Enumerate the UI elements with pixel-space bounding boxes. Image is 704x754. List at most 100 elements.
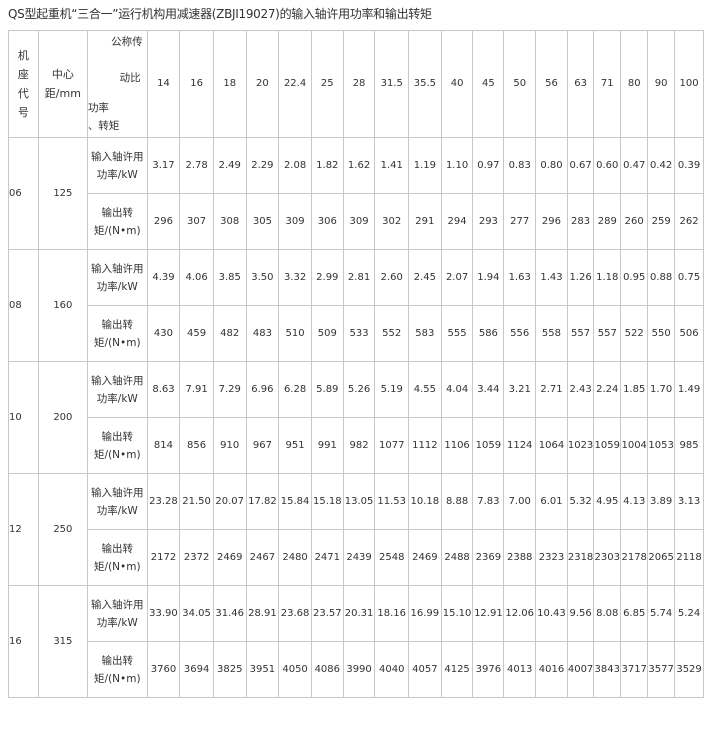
power-value: 8.08 — [593, 585, 622, 642]
power-value: 21.50 — [179, 473, 214, 530]
torque-value: 1064 — [535, 417, 568, 474]
power-row: 12 250 输入轴许用功率/kW 23.28 21.50 20.07 17.82 15.84… — [8, 473, 704, 586]
torque-value: 430 — [146, 305, 181, 362]
torque-value: 982 — [342, 417, 376, 474]
torque-value: 951 — [278, 417, 312, 474]
power-value: 1.19 — [408, 137, 442, 194]
power-label: 输入轴许用功率/kW — [86, 473, 148, 530]
power-value: 4.55 — [408, 361, 442, 418]
torque-label: 输出转矩/(N•m) — [86, 305, 148, 362]
torque-value: 3951 — [245, 641, 280, 698]
torque-value: 2548 — [374, 529, 410, 586]
torque-label: 输出转矩/(N•m) — [86, 529, 148, 586]
torque-value: 2323 — [535, 529, 568, 586]
power-value: 3.32 — [278, 249, 312, 306]
header-row: 机座代号 中心距/mm 公称传 动比 功率 、转矩 14 16 18 20 22.4 25 2… — [8, 30, 704, 138]
torque-row: 输出转矩/(N•m) 814 856 910 967 951 991 982 1077 1112 1… — [9, 417, 704, 474]
torque-value: 522 — [620, 305, 649, 362]
power-value: 6.28 — [278, 361, 312, 418]
torque-value: 510 — [278, 305, 312, 362]
power-value: 3.85 — [212, 249, 247, 306]
power-value: 1.41 — [374, 137, 410, 194]
power-value: 0.67 — [566, 137, 595, 194]
torque-value: 2372 — [179, 529, 214, 586]
power-value: 15.10 — [440, 585, 474, 642]
power-value: 5.32 — [566, 473, 595, 530]
torque-value: 4050 — [278, 641, 312, 698]
seat-code-cell: 12 — [8, 473, 39, 586]
power-value: 13.05 — [342, 473, 376, 530]
power-value: 23.57 — [310, 585, 344, 642]
torque-value: 814 — [146, 417, 181, 474]
torque-value: 586 — [472, 305, 505, 362]
power-value: 2.71 — [535, 361, 568, 418]
header-ratio: 35.5 — [408, 30, 442, 138]
torque-value: 2065 — [647, 529, 676, 586]
power-value: 1.10 — [440, 137, 474, 194]
torque-value: 4040 — [374, 641, 410, 698]
torque-value: 557 — [593, 305, 622, 362]
torque-value: 2471 — [310, 529, 344, 586]
torque-value: 1106 — [440, 417, 474, 474]
torque-value: 3976 — [472, 641, 505, 698]
header-center-distance: 中心距/mm — [37, 30, 88, 138]
torque-value: 3760 — [146, 641, 181, 698]
center-distance-cell: 250 — [37, 473, 88, 586]
power-value: 12.91 — [472, 585, 505, 642]
power-value: 7.83 — [472, 473, 505, 530]
power-value: 1.82 — [310, 137, 344, 194]
center-distance-cell: 160 — [37, 249, 88, 362]
torque-value: 4007 — [566, 641, 595, 698]
power-value: 0.83 — [503, 137, 537, 194]
power-value: 3.17 — [146, 137, 181, 194]
power-value: 1.43 — [535, 249, 568, 306]
power-value: 4.95 — [593, 473, 622, 530]
torque-value: 2467 — [245, 529, 280, 586]
torque-row: 输出转矩/(N•m) 3760 3694 3825 3951 4050 4086 3990 40… — [9, 641, 704, 698]
power-value: 2.07 — [440, 249, 474, 306]
torque-value: 262 — [674, 193, 704, 250]
power-value: 2.24 — [593, 361, 622, 418]
power-value: 11.53 — [374, 473, 410, 530]
power-value: 2.81 — [342, 249, 376, 306]
power-value: 6.01 — [535, 473, 568, 530]
torque-row: 输出转矩/(N•m) 2172 2372 2469 2467 2480 2471 2439 25… — [9, 529, 704, 586]
torque-value: 985 — [674, 417, 704, 474]
power-row: 06 125 输入轴许用功率/kW 3.17 2.78 2.49 2.29 2.08 1.82 1… — [8, 137, 704, 250]
torque-value: 4016 — [535, 641, 568, 698]
torque-value: 558 — [535, 305, 568, 362]
torque-value: 967 — [245, 417, 280, 474]
power-value: 6.85 — [620, 585, 649, 642]
power-value: 3.13 — [674, 473, 704, 530]
center-distance-cell: 200 — [37, 361, 88, 474]
corner-ratio-label-2: 动比 — [119, 72, 141, 84]
power-value: 1.63 — [503, 249, 537, 306]
power-value: 1.49 — [674, 361, 704, 418]
torque-value: 309 — [342, 193, 376, 250]
torque-value: 289 — [593, 193, 622, 250]
torque-value: 277 — [503, 193, 537, 250]
power-value: 28.91 — [245, 585, 280, 642]
power-value: 3.44 — [472, 361, 505, 418]
power-value: 5.89 — [310, 361, 344, 418]
torque-value: 3825 — [212, 641, 247, 698]
corner-power-label: 功率 — [87, 102, 109, 114]
torque-value: 2480 — [278, 529, 312, 586]
header-ratio: 90 — [647, 30, 676, 138]
power-value: 9.56 — [566, 585, 595, 642]
power-value: 3.89 — [647, 473, 676, 530]
torque-value: 1059 — [472, 417, 505, 474]
power-value: 0.47 — [620, 137, 649, 194]
power-value: 3.50 — [245, 249, 280, 306]
header-ratio: 20 — [245, 30, 280, 138]
torque-value: 3577 — [647, 641, 676, 698]
power-value: 5.19 — [374, 361, 410, 418]
power-value: 7.00 — [503, 473, 537, 530]
corner-torque-label: 、转矩 — [87, 120, 120, 132]
torque-value: 4057 — [408, 641, 442, 698]
power-value: 2.43 — [566, 361, 595, 418]
power-value: 10.18 — [408, 473, 442, 530]
reducer-table: 机座代号 中心距/mm 公称传 动比 功率 、转矩 14 16 18 20 22.4 25 2… — [8, 30, 704, 698]
power-value: 18.16 — [374, 585, 410, 642]
power-value: 0.39 — [674, 137, 704, 194]
